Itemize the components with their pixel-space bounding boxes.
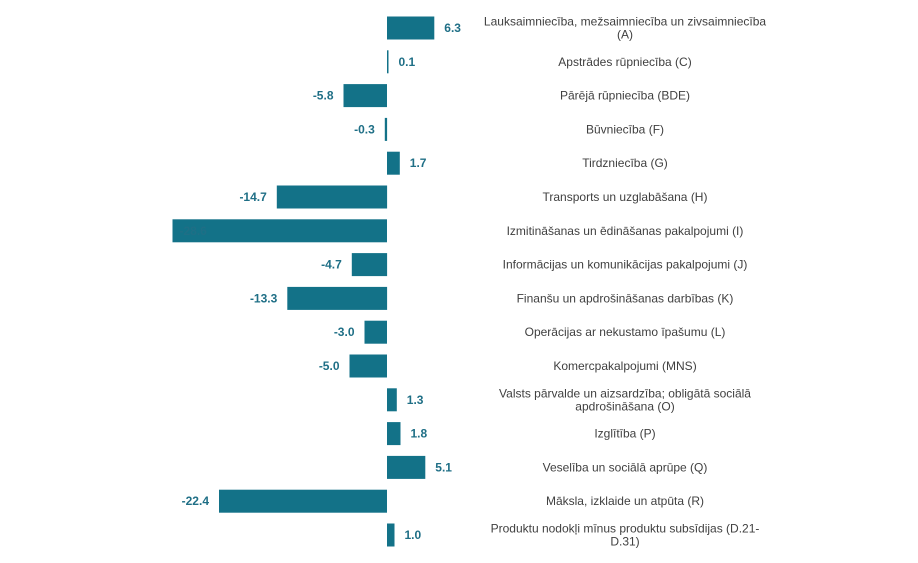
bar — [287, 286, 388, 310]
value-label: 1.8 — [411, 427, 428, 441]
value-label: 0.1 — [399, 55, 416, 69]
bar — [387, 16, 435, 40]
bar — [276, 185, 388, 209]
category-label: Māksla, izklaide un atpūta (R) — [546, 494, 704, 508]
category-label: Pārējā rūpniecība (BDE) — [560, 89, 690, 103]
category-label-line: Informācijas un komunikācijas pakalpojum… — [503, 258, 748, 272]
bar — [387, 388, 397, 412]
bar — [387, 455, 426, 479]
bar — [387, 523, 395, 547]
value-label: 1.3 — [407, 393, 424, 407]
category-label: Operācijas ar nekustamo īpašumu (L) — [525, 325, 726, 339]
value-label: 1.0 — [405, 528, 422, 542]
category-label-line: Finanšu un apdrošināšanas darbības (K) — [517, 291, 734, 305]
category-label-line: Operācijas ar nekustamo īpašumu (L) — [525, 325, 726, 339]
bar — [219, 489, 387, 513]
category-label-line: D.31) — [610, 535, 639, 549]
value-label: -5.0 — [319, 359, 340, 373]
category-label: Valsts pārvalde un aizsardzība; obligātā… — [499, 386, 751, 413]
bars-group — [172, 16, 435, 547]
category-labels-group: Lauksaimniecība, mežsaimniecība un zivsa… — [484, 15, 766, 549]
category-label: Finanšu un apdrošināšanas darbības (K) — [517, 291, 734, 305]
category-label-line: Lauksaimniecība, mežsaimniecība un zivsa… — [484, 15, 766, 29]
category-label: Veselība un sociālā aprūpe (Q) — [543, 460, 708, 474]
value-label: -22.4 — [182, 494, 210, 508]
category-label: Apstrādes rūpniecība (C) — [558, 55, 691, 69]
category-label: Tirdzniecība (G) — [582, 156, 668, 170]
bar — [172, 219, 387, 243]
category-label-line: Apstrādes rūpniecība (C) — [558, 55, 691, 69]
category-label: Izglītība (P) — [594, 427, 655, 441]
category-label-line: Māksla, izklaide un atpūta (R) — [546, 494, 704, 508]
category-label: Komercpakalpojumi (MNS) — [553, 359, 696, 373]
category-label-line: Būvniecība (F) — [586, 122, 664, 136]
bar — [349, 354, 387, 378]
category-label: Produktu nodokļi mīnus produktu subsīdij… — [491, 522, 760, 549]
bar — [387, 151, 400, 175]
category-label-line: Produktu nodokļi mīnus produktu subsīdij… — [491, 522, 760, 536]
value-label: -14.7 — [239, 190, 267, 204]
category-label-line: Izglītība (P) — [594, 427, 655, 441]
category-label-line: Veselība un sociālā aprūpe (Q) — [543, 460, 708, 474]
category-label-line: Tirdzniecība (G) — [582, 156, 668, 170]
value-label: -5.8 — [313, 89, 334, 103]
category-label-line: apdrošināšana (O) — [575, 399, 674, 413]
category-label-line: Transports un uzglabāšana (H) — [543, 190, 708, 204]
category-label-line: Pārējā rūpniecība (BDE) — [560, 89, 690, 103]
value-label: -28.6 — [180, 224, 208, 238]
bar — [364, 320, 387, 344]
category-label-line: (A) — [617, 28, 633, 42]
value-label: -4.7 — [321, 258, 342, 272]
value-label: 5.1 — [435, 460, 452, 474]
category-label-line: Komercpakalpojumi (MNS) — [553, 359, 696, 373]
bar — [384, 117, 388, 141]
value-label: 6.3 — [444, 21, 461, 35]
value-label: -3.0 — [334, 325, 355, 339]
bar — [387, 422, 401, 446]
value-label: -0.3 — [354, 122, 375, 136]
value-label: -13.3 — [250, 291, 278, 305]
category-label-line: Valsts pārvalde un aizsardzība; obligātā… — [499, 386, 751, 400]
category-label: Izmitināšanas un ēdināšanas pakalpojumi … — [507, 224, 744, 238]
category-label: Lauksaimniecība, mežsaimniecība un zivsa… — [484, 15, 766, 42]
category-label-line: Izmitināšanas un ēdināšanas pakalpojumi … — [507, 224, 744, 238]
category-label: Informācijas un komunikācijas pakalpojum… — [503, 258, 748, 272]
bar — [351, 253, 388, 277]
value-label: 1.7 — [410, 156, 427, 170]
value-labels-group: 6.3 0.1 -5.8 -0.3 1.7 -14.7 -28.6 -4.7 -13.3 -3.0… — [180, 21, 462, 542]
category-label: Būvniecība (F) — [586, 122, 664, 136]
bar — [343, 84, 387, 108]
category-label: Transports un uzglabāšana (H) — [543, 190, 708, 204]
bar — [387, 50, 389, 74]
